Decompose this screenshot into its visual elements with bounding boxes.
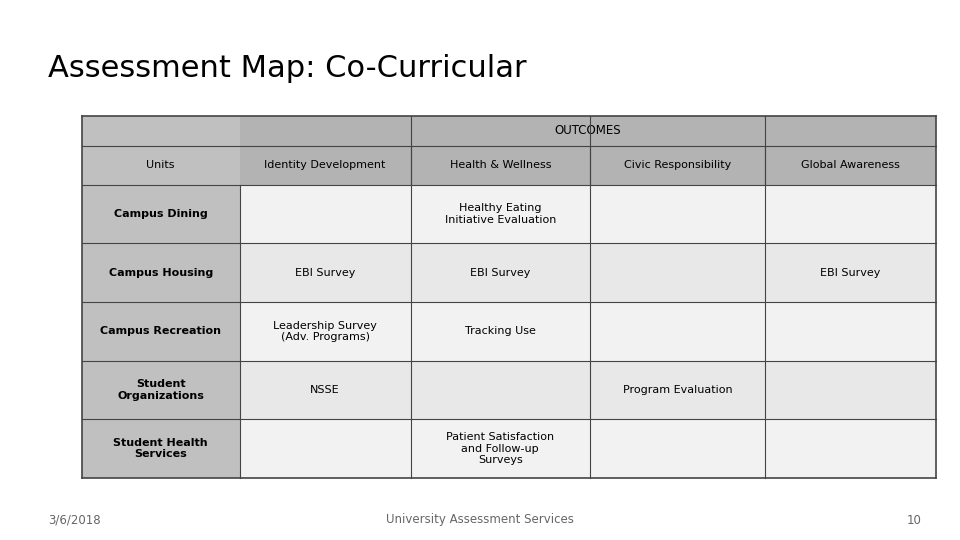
Text: Campus Housing: Campus Housing: [108, 268, 213, 278]
Text: Identity Development: Identity Development: [264, 160, 386, 170]
Text: Campus Recreation: Campus Recreation: [100, 326, 221, 336]
Text: Student
Organizations: Student Organizations: [117, 379, 204, 401]
Text: EBI Survey: EBI Survey: [295, 268, 355, 278]
Text: Healthy Eating
Initiative Evaluation: Healthy Eating Initiative Evaluation: [444, 204, 556, 225]
Text: Patient Satisfaction
and Follow-up
Surveys: Patient Satisfaction and Follow-up Surve…: [446, 432, 554, 465]
Text: Health & Wellness: Health & Wellness: [449, 160, 551, 170]
Text: EBI Survey: EBI Survey: [470, 268, 531, 278]
Text: Student Health
Services: Student Health Services: [113, 438, 208, 460]
Text: Tracking Use: Tracking Use: [465, 326, 536, 336]
Text: NSSE: NSSE: [310, 385, 340, 395]
Text: OUTCOMES: OUTCOMES: [555, 124, 621, 138]
Text: Global Awareness: Global Awareness: [802, 160, 900, 170]
Text: Program Evaluation: Program Evaluation: [623, 385, 732, 395]
Text: Units: Units: [146, 160, 175, 170]
Text: University Assessment Services: University Assessment Services: [386, 514, 574, 526]
Text: Assessment Map: Co-Curricular: Assessment Map: Co-Curricular: [48, 54, 527, 83]
Text: Campus Dining: Campus Dining: [113, 209, 207, 219]
Text: 10: 10: [907, 514, 922, 526]
Text: 3/6/2018: 3/6/2018: [48, 514, 101, 526]
Text: EBI Survey: EBI Survey: [821, 268, 880, 278]
Text: Civic Responsibility: Civic Responsibility: [624, 160, 732, 170]
Text: Leadership Survey
(Adv. Programs): Leadership Survey (Adv. Programs): [274, 321, 377, 342]
